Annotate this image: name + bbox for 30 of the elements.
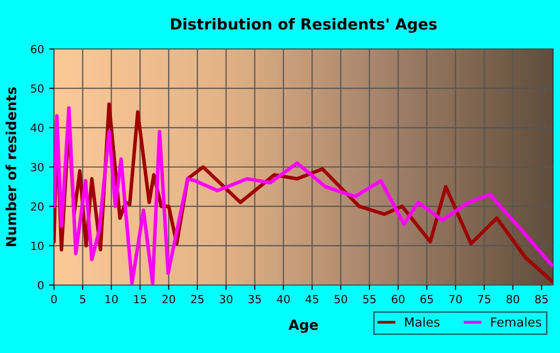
- x-tick-label: 60: [392, 294, 404, 304]
- x-tick-label: 5: [80, 295, 86, 304]
- x-tick-label: 65: [420, 294, 433, 304]
- x-tick-label: 50: [334, 294, 348, 304]
- x-tick-label: 70: [449, 294, 462, 304]
- y-tick-label: 30: [30, 162, 44, 172]
- x-tick-label: 15: [134, 295, 146, 304]
- x-tick-label: 40: [276, 294, 290, 304]
- x-tick-label: 0: [51, 294, 57, 304]
- y-axis-title: Number of residents: [6, 87, 16, 246]
- y-tick-label: 50: [30, 84, 44, 93]
- x-tick-label: 25: [191, 294, 204, 304]
- chart-title: Distribution of Residents' Ages: [170, 18, 437, 33]
- x-tick-label: 80: [506, 294, 520, 304]
- y-tick-label: 0: [38, 280, 44, 290]
- x-tick-label: 55: [363, 295, 376, 304]
- legend-label: Females: [491, 317, 542, 327]
- y-tick-label: 10: [31, 242, 44, 250]
- x-tick-label: 10: [106, 294, 118, 304]
- x-tick-label: 20: [162, 294, 176, 304]
- x-tick-label: 30: [220, 294, 232, 304]
- x-tick-label: 45: [306, 295, 318, 304]
- x-tick-label: 75: [478, 295, 490, 304]
- x-tick-label: 85: [535, 294, 548, 304]
- legend-label: Males: [405, 317, 440, 327]
- y-tick-label: 40: [30, 124, 44, 132]
- y-tick-label: 60: [30, 44, 44, 54]
- y-tick-label: 20: [30, 202, 44, 211]
- x-axis-title: Age: [288, 320, 318, 333]
- x-tick-label: 35: [248, 294, 261, 304]
